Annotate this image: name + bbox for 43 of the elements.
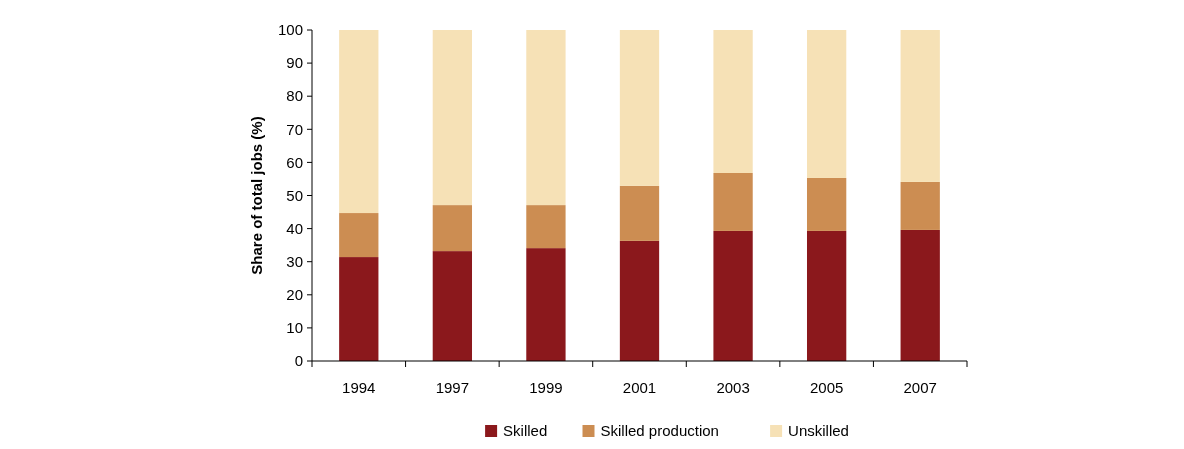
bar: [900, 30, 940, 182]
legend-label: Unskilled: [788, 422, 849, 440]
y-tick-label: 40: [286, 219, 303, 237]
y-tick-label: 30: [286, 252, 303, 270]
y-tick-label: 90: [286, 54, 303, 72]
y-tick-label: 80: [286, 87, 303, 105]
bar: [432, 205, 473, 252]
bar: [713, 172, 753, 231]
bar: [432, 30, 473, 206]
y-tick-label: 50: [286, 186, 303, 204]
y-axis-title: Share of total jobs (%): [248, 116, 265, 275]
bar: [713, 30, 753, 173]
bar: [339, 257, 379, 361]
y-tick-label: 100: [277, 21, 303, 39]
bar: [339, 213, 379, 258]
y-tick-label: 70: [286, 120, 303, 138]
x-tick-label: 2007: [903, 379, 937, 396]
bar: [713, 230, 753, 361]
x-tick-label: 2005: [809, 379, 844, 396]
bar: [806, 230, 847, 361]
bar: [619, 30, 660, 186]
y-tick-label: 10: [286, 319, 303, 337]
y-tick-label: 0: [294, 352, 303, 370]
bar: [526, 205, 566, 249]
bar: [432, 251, 473, 361]
legend-label: Skilled: [503, 422, 548, 440]
bar: [339, 30, 379, 214]
bar: [526, 30, 566, 206]
bar: [900, 181, 940, 230]
x-tick-label: 1999: [529, 379, 563, 396]
x-tick-label: 1997: [435, 379, 470, 396]
x-tick-label: 2003: [716, 379, 750, 396]
bar: [619, 185, 660, 241]
x-tick-label: 1994: [342, 379, 376, 396]
y-tick-label: 60: [286, 153, 303, 171]
bar: [526, 248, 566, 361]
legend-label: Skilled production: [600, 422, 719, 440]
bar: [900, 229, 940, 361]
x-tick-label: 2001: [622, 379, 657, 396]
y-tick-label: 20: [286, 286, 303, 304]
bar: [619, 240, 660, 361]
bar: [806, 177, 847, 231]
bar: [806, 30, 847, 178]
